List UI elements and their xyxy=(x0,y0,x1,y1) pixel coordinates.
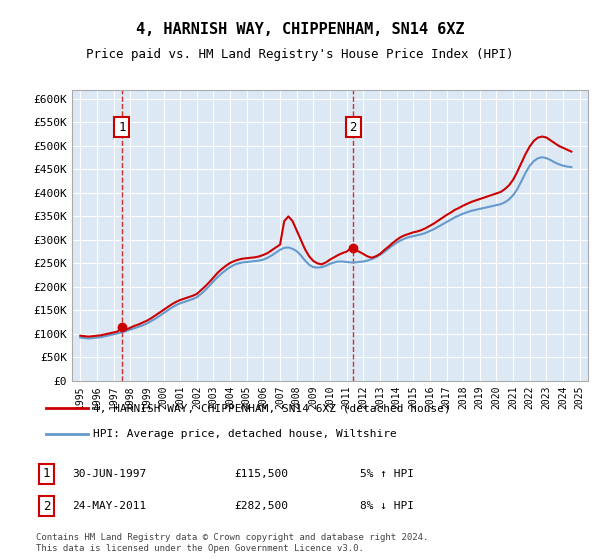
Text: 24-MAY-2011: 24-MAY-2011 xyxy=(73,501,147,511)
Text: Price paid vs. HM Land Registry's House Price Index (HPI): Price paid vs. HM Land Registry's House … xyxy=(86,48,514,60)
Text: 1: 1 xyxy=(118,120,125,134)
Text: HPI: Average price, detached house, Wiltshire: HPI: Average price, detached house, Wilt… xyxy=(94,430,397,440)
Text: £115,500: £115,500 xyxy=(235,469,289,479)
Text: 30-JUN-1997: 30-JUN-1997 xyxy=(73,469,147,479)
Text: 4, HARNISH WAY, CHIPPENHAM, SN14 6XZ (detached house): 4, HARNISH WAY, CHIPPENHAM, SN14 6XZ (de… xyxy=(94,403,451,413)
Text: 2: 2 xyxy=(43,500,50,512)
Text: 1: 1 xyxy=(43,468,50,480)
Text: 5% ↑ HPI: 5% ↑ HPI xyxy=(359,469,413,479)
Text: 4, HARNISH WAY, CHIPPENHAM, SN14 6XZ: 4, HARNISH WAY, CHIPPENHAM, SN14 6XZ xyxy=(136,22,464,38)
Text: Contains HM Land Registry data © Crown copyright and database right 2024.
This d: Contains HM Land Registry data © Crown c… xyxy=(36,533,428,553)
Text: £282,500: £282,500 xyxy=(235,501,289,511)
Text: 2: 2 xyxy=(350,120,357,134)
Text: 8% ↓ HPI: 8% ↓ HPI xyxy=(359,501,413,511)
